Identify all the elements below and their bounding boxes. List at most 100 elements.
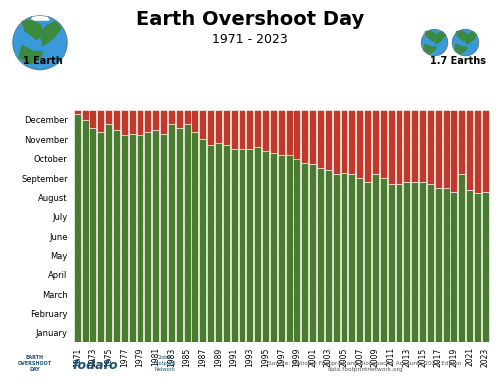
Bar <box>286 110 292 155</box>
Bar <box>380 110 386 178</box>
Bar <box>82 120 88 342</box>
Bar <box>184 110 190 124</box>
Bar <box>176 110 182 128</box>
Bar <box>262 151 269 342</box>
Bar <box>176 128 182 342</box>
Bar <box>404 110 410 182</box>
Bar <box>230 110 237 149</box>
Bar <box>246 149 254 342</box>
Text: 1 Earth: 1 Earth <box>22 56 62 66</box>
Bar <box>348 110 356 174</box>
Bar <box>302 110 308 163</box>
Bar <box>340 110 347 173</box>
Bar <box>435 188 442 342</box>
Bar <box>82 110 88 120</box>
Bar <box>144 110 152 132</box>
Bar <box>223 145 230 342</box>
Bar <box>372 174 379 342</box>
Bar <box>450 192 458 342</box>
Bar <box>317 168 324 342</box>
Polygon shape <box>424 44 436 53</box>
Polygon shape <box>19 46 43 63</box>
Bar <box>136 135 143 342</box>
Text: Global
Footprint
Network: Global Footprint Network <box>154 355 176 372</box>
Bar <box>74 110 80 114</box>
Bar <box>380 178 386 342</box>
Bar <box>113 110 120 130</box>
Bar <box>207 110 214 145</box>
Polygon shape <box>22 20 43 39</box>
Bar <box>200 139 206 342</box>
Text: 1.7 Earths: 1.7 Earths <box>430 56 486 66</box>
Bar <box>121 110 128 135</box>
Polygon shape <box>456 31 467 41</box>
Bar <box>254 110 261 147</box>
Bar <box>340 173 347 342</box>
Bar <box>442 110 450 188</box>
Bar <box>450 110 458 192</box>
Polygon shape <box>434 32 446 44</box>
Bar <box>309 110 316 164</box>
Bar <box>364 182 371 342</box>
Bar <box>482 110 488 192</box>
Bar <box>215 143 222 342</box>
Bar <box>121 135 128 342</box>
Bar <box>278 155 284 342</box>
Polygon shape <box>454 44 467 53</box>
Bar <box>294 110 300 159</box>
Polygon shape <box>40 22 61 46</box>
Bar <box>230 149 237 342</box>
Bar <box>325 170 332 342</box>
Bar <box>168 124 175 342</box>
Bar <box>238 149 246 342</box>
Text: EARTH
OVERSHOOT
DAY: EARTH OVERSHOOT DAY <box>18 355 52 372</box>
Bar <box>98 132 104 342</box>
Bar <box>238 110 246 149</box>
Bar <box>396 184 402 342</box>
Bar <box>144 132 152 342</box>
Bar <box>411 110 418 182</box>
Bar <box>411 182 418 342</box>
Bar <box>192 132 198 342</box>
Bar <box>90 110 96 128</box>
Text: Source: National Footprint and Biocapacity Accounts 2023 Edition
data.footprintn: Source: National Footprint and Biocapaci… <box>268 361 462 372</box>
Bar <box>200 110 206 139</box>
Circle shape <box>422 29 448 56</box>
Bar <box>474 193 481 342</box>
Bar <box>309 164 316 342</box>
Bar <box>128 134 136 342</box>
Bar <box>419 182 426 342</box>
Bar <box>435 110 442 188</box>
Bar <box>302 163 308 342</box>
Bar <box>419 110 426 182</box>
Polygon shape <box>31 15 49 20</box>
Bar <box>458 110 465 174</box>
Circle shape <box>452 29 478 56</box>
Bar <box>128 110 136 134</box>
Bar <box>262 110 269 151</box>
Bar <box>90 128 96 342</box>
Bar <box>207 145 214 342</box>
Bar <box>215 110 222 143</box>
Bar <box>325 110 332 170</box>
Bar <box>152 110 159 130</box>
Polygon shape <box>466 32 476 44</box>
Bar <box>98 110 104 132</box>
Bar <box>396 110 402 184</box>
Bar <box>160 134 167 342</box>
Bar <box>192 110 198 132</box>
Bar <box>427 184 434 342</box>
Bar <box>184 124 190 342</box>
Bar <box>270 110 277 153</box>
Bar <box>458 174 465 342</box>
Bar <box>168 110 175 124</box>
Bar <box>372 110 379 174</box>
Text: Earth Overshoot Day: Earth Overshoot Day <box>136 10 364 29</box>
Bar <box>317 110 324 168</box>
Bar <box>160 110 167 134</box>
Bar <box>246 110 254 149</box>
Bar <box>332 110 340 174</box>
Bar <box>254 147 261 342</box>
Bar <box>286 155 292 342</box>
Bar <box>223 110 230 145</box>
